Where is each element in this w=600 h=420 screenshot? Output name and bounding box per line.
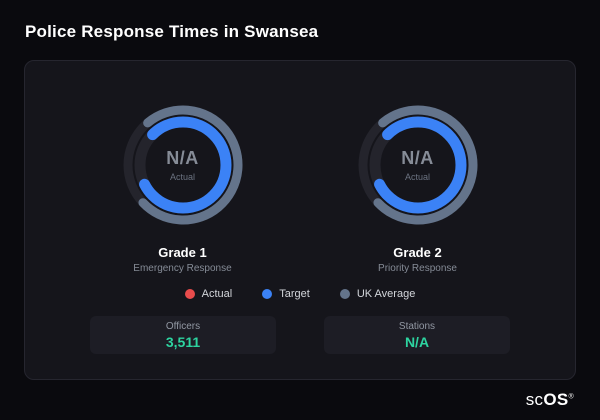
- gauge-title: Grade 1: [158, 245, 207, 260]
- gauge-chart: N/A Actual: [348, 95, 488, 235]
- legend-item-uk-average[interactable]: UK Average: [339, 288, 416, 300]
- logo-suffix: OS: [543, 390, 569, 409]
- gauge-value: N/A: [166, 148, 199, 168]
- chart-legend: Actual Target UK Average: [25, 288, 575, 300]
- actual-dot-icon: [184, 289, 195, 299]
- stat-value: 3,511: [165, 333, 201, 350]
- gauge-grade-1: N/A Actual Grade 1 Emergency Response: [78, 95, 288, 274]
- scos-logo: scOS®: [526, 390, 574, 410]
- target-dot-icon: [262, 289, 273, 299]
- gauge-value-label: Actual: [404, 172, 430, 182]
- logo-prefix: sc: [525, 390, 544, 409]
- gauges-row: N/A Actual Grade 1 Emergency Response N/…: [25, 95, 575, 274]
- target-arc: [134, 116, 231, 214]
- officers-stat: Officers 3,511: [90, 316, 276, 354]
- uk-average-arc: [358, 105, 477, 225]
- response-times-card: N/A Actual Grade 1 Emergency Response N/…: [24, 60, 576, 380]
- legend-label: UK Average: [356, 288, 416, 300]
- gauge-subtitle: Emergency Response: [133, 263, 232, 274]
- legend-item-target[interactable]: Target: [262, 288, 310, 300]
- gauge-chart: N/A Actual: [113, 95, 253, 235]
- page-title: Police Response Times in Swansea: [25, 22, 319, 41]
- legend-label: Actual: [201, 288, 233, 300]
- stat-label: Officers: [165, 320, 201, 332]
- target-arc: [369, 116, 466, 214]
- uk-average-arc: [123, 105, 242, 225]
- registered-mark: ®: [568, 393, 574, 401]
- gauge-rings: [123, 105, 242, 225]
- gauge-subtitle: Priority Response: [378, 263, 457, 274]
- stats-row: Officers 3,511 Stations N/A: [25, 316, 575, 354]
- stat-value: N/A: [404, 333, 430, 350]
- gauge-title: Grade 2: [393, 245, 442, 260]
- gauge-value-label: Actual: [169, 172, 195, 182]
- gauge-grade-2: N/A Actual Grade 2 Priority Response: [313, 95, 523, 274]
- gauge-rings: [358, 105, 477, 225]
- stat-label: Stations: [398, 320, 436, 332]
- stations-stat: Stations N/A: [324, 316, 510, 354]
- gauge-center: N/A Actual: [113, 95, 253, 235]
- uk-average-dot-icon: [339, 289, 350, 299]
- legend-item-actual[interactable]: Actual: [184, 288, 233, 300]
- gauge-center: N/A Actual: [348, 95, 488, 235]
- gauge-value: N/A: [401, 148, 434, 168]
- legend-label: Target: [279, 288, 310, 300]
